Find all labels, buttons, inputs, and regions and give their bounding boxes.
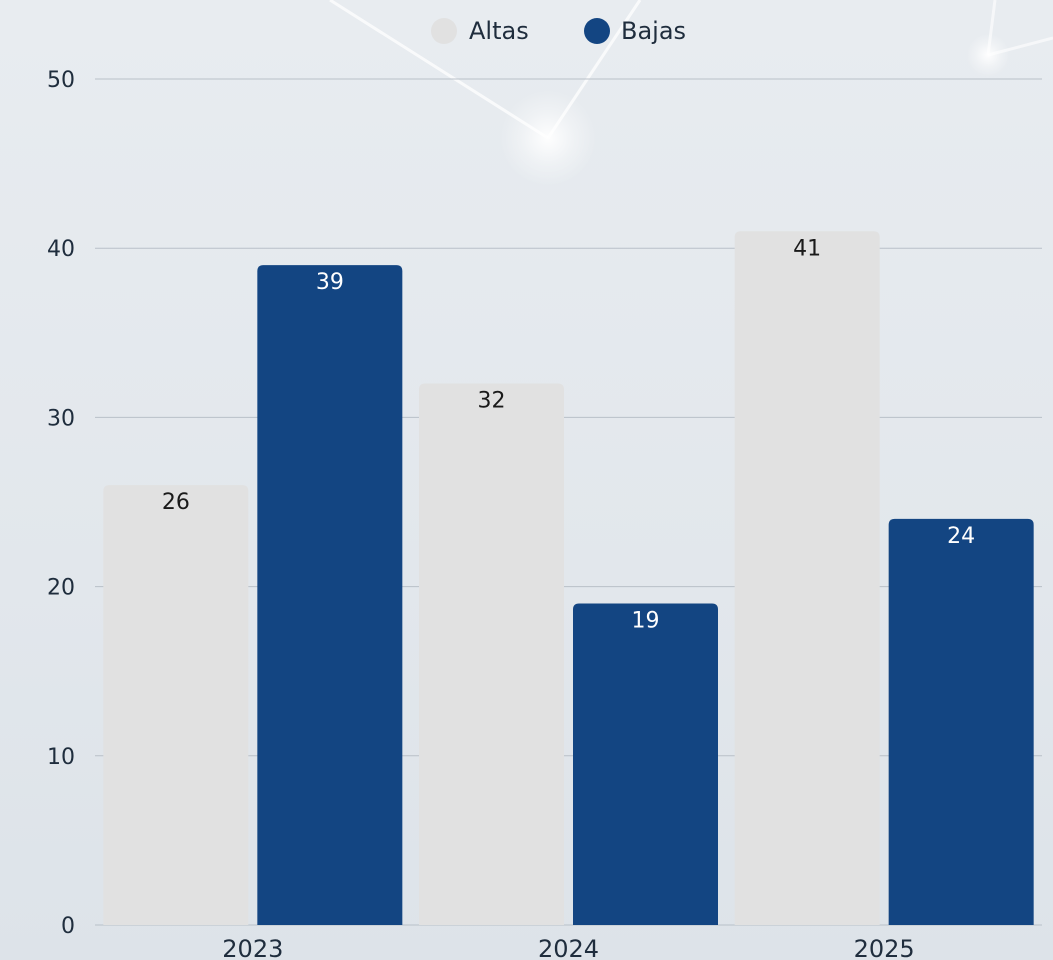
bar-altas-2023 xyxy=(103,485,249,925)
y-tick-label: 0 xyxy=(61,914,75,939)
bar-bajas-2024 xyxy=(573,603,718,925)
x-tick-label: 2024 xyxy=(538,935,599,960)
bar-bajas-2025 xyxy=(888,518,1034,925)
legend-marker xyxy=(431,18,457,44)
data-label: 24 xyxy=(947,524,975,549)
y-axis: 0 10 20 30 40 50 xyxy=(47,68,75,939)
bar-altas-2024 xyxy=(419,383,564,925)
legend[interactable]: Altas Bajas xyxy=(431,17,686,45)
y-tick-label: 20 xyxy=(47,576,75,601)
background-decoration xyxy=(329,0,1053,186)
bar-bajas-2023 xyxy=(257,265,403,925)
data-label: 41 xyxy=(793,236,821,261)
x-tick-label: 2025 xyxy=(854,935,915,960)
legend-label: Bajas xyxy=(621,17,686,45)
data-label: 19 xyxy=(632,609,660,634)
legend-item-altas[interactable]: Altas xyxy=(431,17,529,45)
y-tick-label: 40 xyxy=(47,237,75,262)
y-tick-label: 10 xyxy=(47,745,75,770)
legend-label: Altas xyxy=(469,17,529,45)
y-tick-label: 50 xyxy=(47,68,75,93)
legend-item-bajas[interactable]: Bajas xyxy=(584,17,686,45)
bars: 26 39 32 19 41 24 xyxy=(103,231,1034,925)
data-label: 26 xyxy=(162,490,190,515)
data-label: 39 xyxy=(316,270,344,295)
data-label: 32 xyxy=(478,389,506,414)
x-tick-label: 2023 xyxy=(222,935,283,960)
y-tick-label: 30 xyxy=(47,406,75,431)
x-axis: 2023 2024 2025 xyxy=(222,935,914,960)
bar-altas-2025 xyxy=(734,231,880,925)
legend-marker xyxy=(584,18,610,44)
grid-lines xyxy=(95,78,1042,926)
